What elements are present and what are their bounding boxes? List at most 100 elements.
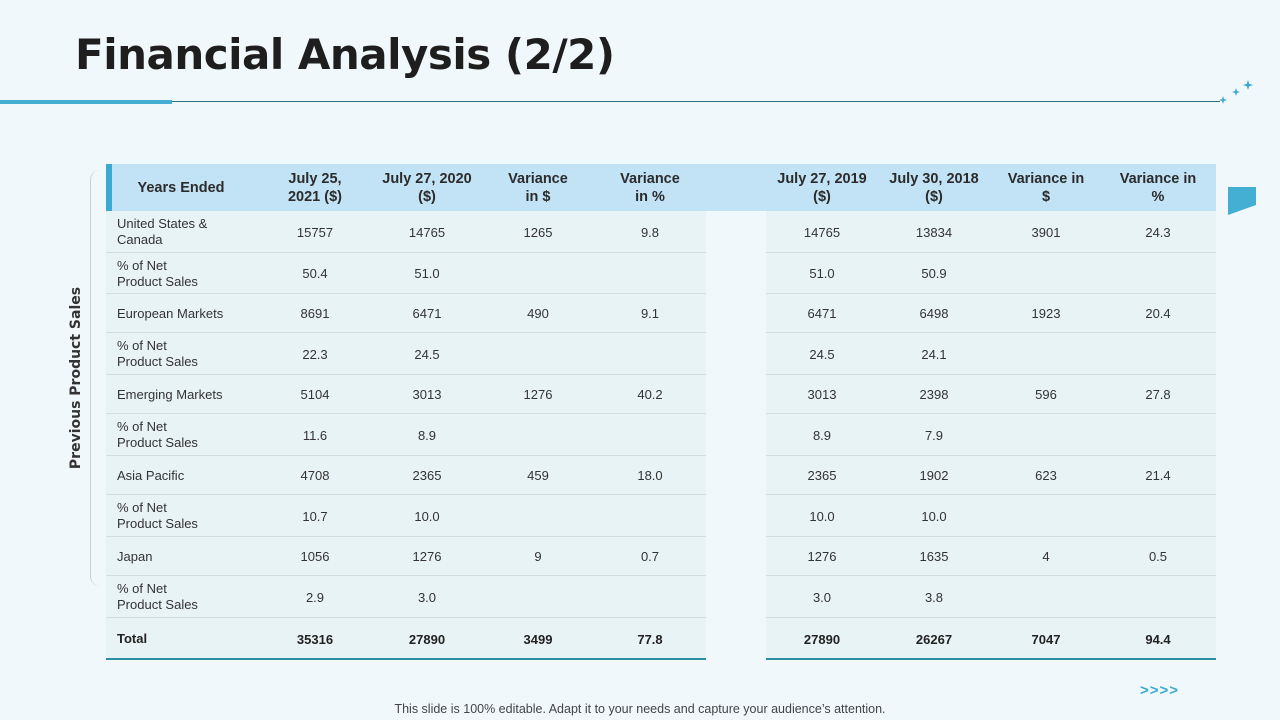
cell-c5: 27890 [803,631,841,647]
row-label: % of Net Product Sales [117,338,198,369]
cell-c1: 2.9 [305,589,325,605]
cell-c8: 21.4 [1145,468,1171,483]
cell-c6: 7.9 [924,427,944,443]
cell-c6: 1902 [919,468,949,483]
header-c7: Variance in $ [1007,170,1085,205]
cell-c2: 8.9 [417,427,437,443]
financial-table: Years Ended July 25, 2021 ($) July 27, 202… [106,164,1216,660]
table-row: % of Net Product Sales 22.3 24.5 24.5 24.1 [106,333,1216,375]
cell-c7: 7047 [1031,631,1061,647]
cell-c6: 13834 [915,224,953,240]
cell-c5: 6471 [807,306,837,321]
row-segment-left [106,495,706,537]
row-label: % of Net Product Sales [117,500,198,531]
cell-c4: 9.8 [640,224,660,240]
header-c1: July 25, 2021 ($) [287,170,342,205]
title-accent-bar [0,100,172,104]
cell-c7 [990,576,1102,618]
row-label: European Markets [117,305,224,321]
next-chevrons-icon[interactable]: >>>> [1140,682,1180,699]
cell-c8: 20.4 [1145,306,1171,321]
cell-c4: 77.8 [637,631,663,647]
row-segment-left [106,333,706,375]
cell-c8 [1102,414,1214,456]
cell-c3 [482,495,594,537]
cell-c4 [594,495,706,537]
cell-c7: 596 [1035,387,1057,402]
header-c2: July 27, 2020 ($) [382,170,472,205]
cell-c7 [990,253,1102,294]
header-c6: July 30, 2018 ($) [889,170,979,205]
row-segment-left [106,576,706,618]
cell-c2: 51.0 [414,266,440,281]
row-segment-left [106,253,706,294]
cell-c4: 40.2 [637,387,663,402]
cell-c1: 35316 [296,631,334,647]
header-c4: Variance in % [620,170,680,205]
cell-c5: 10.0 [809,508,835,524]
row-label: Total [117,631,148,646]
cell-c5: 24.5 [809,346,835,362]
row-label: United States & Canada [117,216,208,247]
cell-c7 [990,495,1102,537]
row-segment-left [106,211,706,253]
cell-c1: 22.3 [302,346,328,362]
table-total-row: Total 35316 27890 3499 77.8 27890 26267 7047 94.… [106,618,1216,660]
cell-c8 [1102,333,1214,375]
cell-c6: 26267 [915,631,953,647]
cell-c3: 3499 [523,631,553,647]
cell-c6: 2398 [919,387,949,402]
cell-c8: 0.5 [1148,549,1168,564]
row-label: % of Net Product Sales [117,581,198,612]
cell-c3: 490 [527,306,549,321]
row-segment-right [766,211,1216,253]
row-segment-left [106,537,706,576]
cell-c2: 6471 [412,306,442,321]
slide-title: Financial Analysis (2/2) [75,30,615,79]
cell-c2: 3013 [412,387,442,402]
cell-c4 [594,414,706,456]
cell-c6: 1635 [919,549,949,564]
group-brace [90,170,102,586]
row-segment-left [106,375,706,414]
cell-c1: 4708 [300,468,330,483]
row-group-label: Previous Product Sales [68,286,84,470]
cell-c3 [482,414,594,456]
title-divider [172,101,1220,102]
footer-note: This slide is 100% editable. Adapt it to… [394,702,886,716]
row-segment-right [766,375,1216,414]
cell-c2: 3.0 [417,589,437,605]
row-segment-right [766,456,1216,495]
table-row: European Markets 8691 6471 490 9.1 6471 6498 19… [106,294,1216,333]
cell-c5: 8.9 [812,427,832,443]
table-row: % of Net Product Sales 2.9 3.0 3.0 3.8 [106,576,1216,618]
cell-c6: 3.8 [924,589,944,605]
cell-c2: 2365 [412,468,442,483]
cell-c2: 27890 [408,631,446,647]
row-segment-right [766,253,1216,294]
cell-c3: 1265 [523,224,553,240]
header-c8: Variance in % [1119,170,1197,205]
cell-c8: 24.3 [1145,224,1171,240]
row-segment-left [106,294,706,333]
cell-c7: 1923 [1031,306,1061,321]
cell-c5: 3.0 [812,589,832,605]
table-row: % of Net Product Sales 11.6 8.9 8.9 7.9 [106,414,1216,456]
table-row: United States & Canada 15757 14765 1265 9.8 1… [106,211,1216,253]
cell-c4: 18.0 [637,468,663,483]
cell-c4 [594,253,706,294]
cell-c5: 51.0 [809,266,835,281]
cell-c5: 14765 [803,224,841,240]
row-segment-left [106,456,706,495]
cell-c3: 9 [534,549,542,564]
cell-c8: 27.8 [1145,387,1171,402]
cell-c3 [482,576,594,618]
cell-c5: 3013 [807,387,837,402]
row-segment-left [106,414,706,456]
cell-c3 [482,253,594,294]
row-segment-right [766,495,1216,537]
row-segment-right [766,414,1216,456]
row-segment-right [766,333,1216,375]
row-label: Emerging Markets [117,386,223,402]
cell-c7 [990,414,1102,456]
